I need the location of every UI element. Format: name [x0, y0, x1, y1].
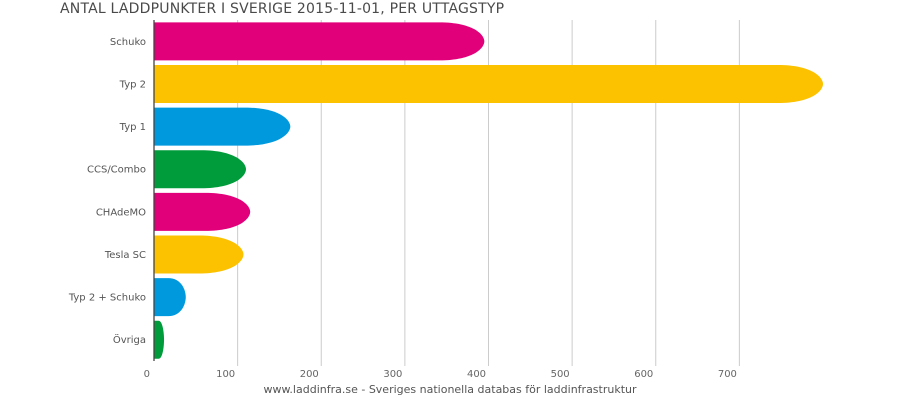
category-label: Typ 2: [119, 79, 146, 90]
bar-typ-1: [154, 107, 291, 146]
bar-ccs-combo: [154, 150, 246, 189]
category-label: Typ 1: [119, 122, 146, 133]
chart-title: ANTAL LADDPUNKTER I SVERIGE 2015-11-01, …: [60, 1, 505, 17]
bar-vriga: [154, 320, 165, 359]
bar-schuko: [154, 22, 485, 61]
category-label: Övriga: [113, 333, 146, 346]
category-label: CCS/Combo: [87, 165, 146, 176]
source-credit: www.laddinfra.se - Sveriges nationella d…: [263, 383, 637, 396]
bar-typ-2: [154, 64, 823, 103]
category-label: Tesla SC: [104, 250, 146, 261]
x-tick-label: 500: [551, 369, 570, 380]
grid-lines: [237, 20, 740, 366]
x-tick-label: 700: [718, 369, 737, 380]
bar-tesla-sc: [154, 235, 244, 274]
category-labels: Schuko Typ 2 Typ 1 CCS/Combo CHAdeMO Tesla SC…: [68, 37, 146, 346]
axes: 0 100 200 300 400 500 600 700: [144, 20, 737, 380]
x-tick-label: 400: [467, 369, 486, 380]
x-tick-label: 300: [383, 369, 402, 380]
bars: [154, 22, 823, 359]
category-label: Schuko: [110, 37, 146, 48]
bar-typ-2-schuko: [154, 278, 186, 317]
x-tick-label: 200: [300, 369, 319, 380]
x-tick-label: 600: [634, 369, 653, 380]
category-label: CHAdeMO: [96, 207, 146, 218]
x-tick-label: 0: [144, 369, 150, 380]
bar-chademo: [154, 192, 251, 231]
x-tick-label: 100: [216, 369, 235, 380]
category-label: Typ 2 + Schuko: [68, 293, 146, 304]
